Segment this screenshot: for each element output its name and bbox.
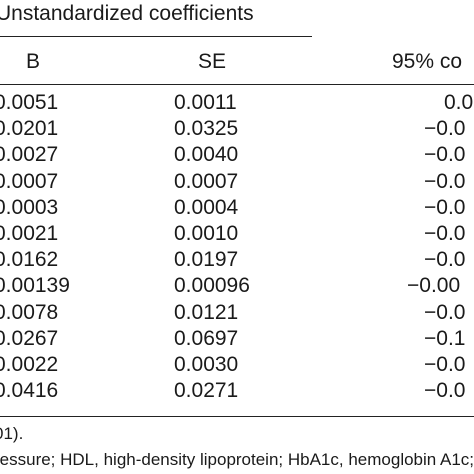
table-row: 0.0267 0.0697 −0.1 [0,326,474,352]
cell-ci: −0.00 [407,274,461,298]
cell-ci: −0.0 [424,221,466,245]
cell-b: 0.0162 [0,248,59,272]
cell-ci: −0.0 [424,169,466,193]
cell-se: 0.0271 [174,379,239,403]
cell-se: 0.0004 [174,195,239,219]
cell-b: 0.00139 [0,274,70,298]
cell-ci: −0.0 [424,379,466,403]
table-row: 0.0162 0.0197 −0.0 [0,247,474,273]
cell-b: 0.0267 [0,326,59,350]
cell-se: 0.0325 [174,117,239,141]
cell-ci: −0.0 [424,117,466,141]
cell-ci: 0.0 [444,91,474,114]
column-header-se: SE [198,50,227,73]
table-row: 0.00139 0.00096 −0.00 [0,273,474,299]
footnote-line-1: 01). [0,424,24,443]
group-header: Unstandardized coefficients [0,2,254,25]
cell-b: 0.0007 [0,169,59,193]
table-row: 0.0201 0.0325 −0.0 [0,116,474,142]
cell-b: 0.0027 [0,143,59,167]
footnote-line-2: ressure; HDL, high-density lipoprotein; … [0,450,474,469]
table-row: 0.0022 0.0030 −0.0 [0,352,474,378]
cell-ci: −0.0 [424,300,466,324]
cell-se: 0.00096 [174,274,250,298]
cell-b: 0.0021 [0,221,59,245]
cell-b: 0.0051 [0,91,59,114]
cell-se: 0.0011 [174,91,237,114]
column-header-ci: 95% co [392,50,463,73]
cell-se: 0.0121 [174,300,239,324]
table-row: 0.0003 0.0004 −0.0 [0,195,474,221]
cell-ci: −0.1 [424,326,466,350]
cell-ci: −0.0 [424,248,466,272]
cell-se: 0.0040 [174,143,239,167]
group-rule [0,36,312,37]
header-rule [0,84,474,85]
cell-ci: −0.0 [424,143,466,167]
cell-se: 0.0007 [174,169,239,193]
cell-b: 0.0416 [0,379,59,403]
table-row: 0.0021 0.0010 −0.0 [0,221,474,247]
cell-se: 0.0197 [174,248,239,272]
cell-b: 0.0022 [0,352,59,376]
table-row: 0.0078 0.0121 −0.0 [0,300,474,326]
bottom-rule [0,416,474,417]
cell-b: 0.0078 [0,300,59,324]
cell-se: 0.0030 [174,352,239,376]
cell-b: 0.0003 [0,195,59,219]
cell-se: 0.0697 [174,326,239,350]
table-row: 0.0027 0.0040 −0.0 [0,142,474,168]
column-header-b: B [26,50,41,73]
table-body: 0.0051 0.0011 0.0 0.0201 0.0325 −0.0 0.0… [0,90,474,404]
cell-b: 0.0201 [0,117,59,141]
cell-se: 0.0010 [174,221,239,245]
cell-ci: −0.0 [424,352,466,376]
table-row: 0.0051 0.0011 0.0 [0,90,474,116]
table-row: 0.0416 0.0271 −0.0 [0,378,474,404]
table-row: 0.0007 0.0007 −0.0 [0,169,474,195]
cell-ci: −0.0 [424,195,466,219]
